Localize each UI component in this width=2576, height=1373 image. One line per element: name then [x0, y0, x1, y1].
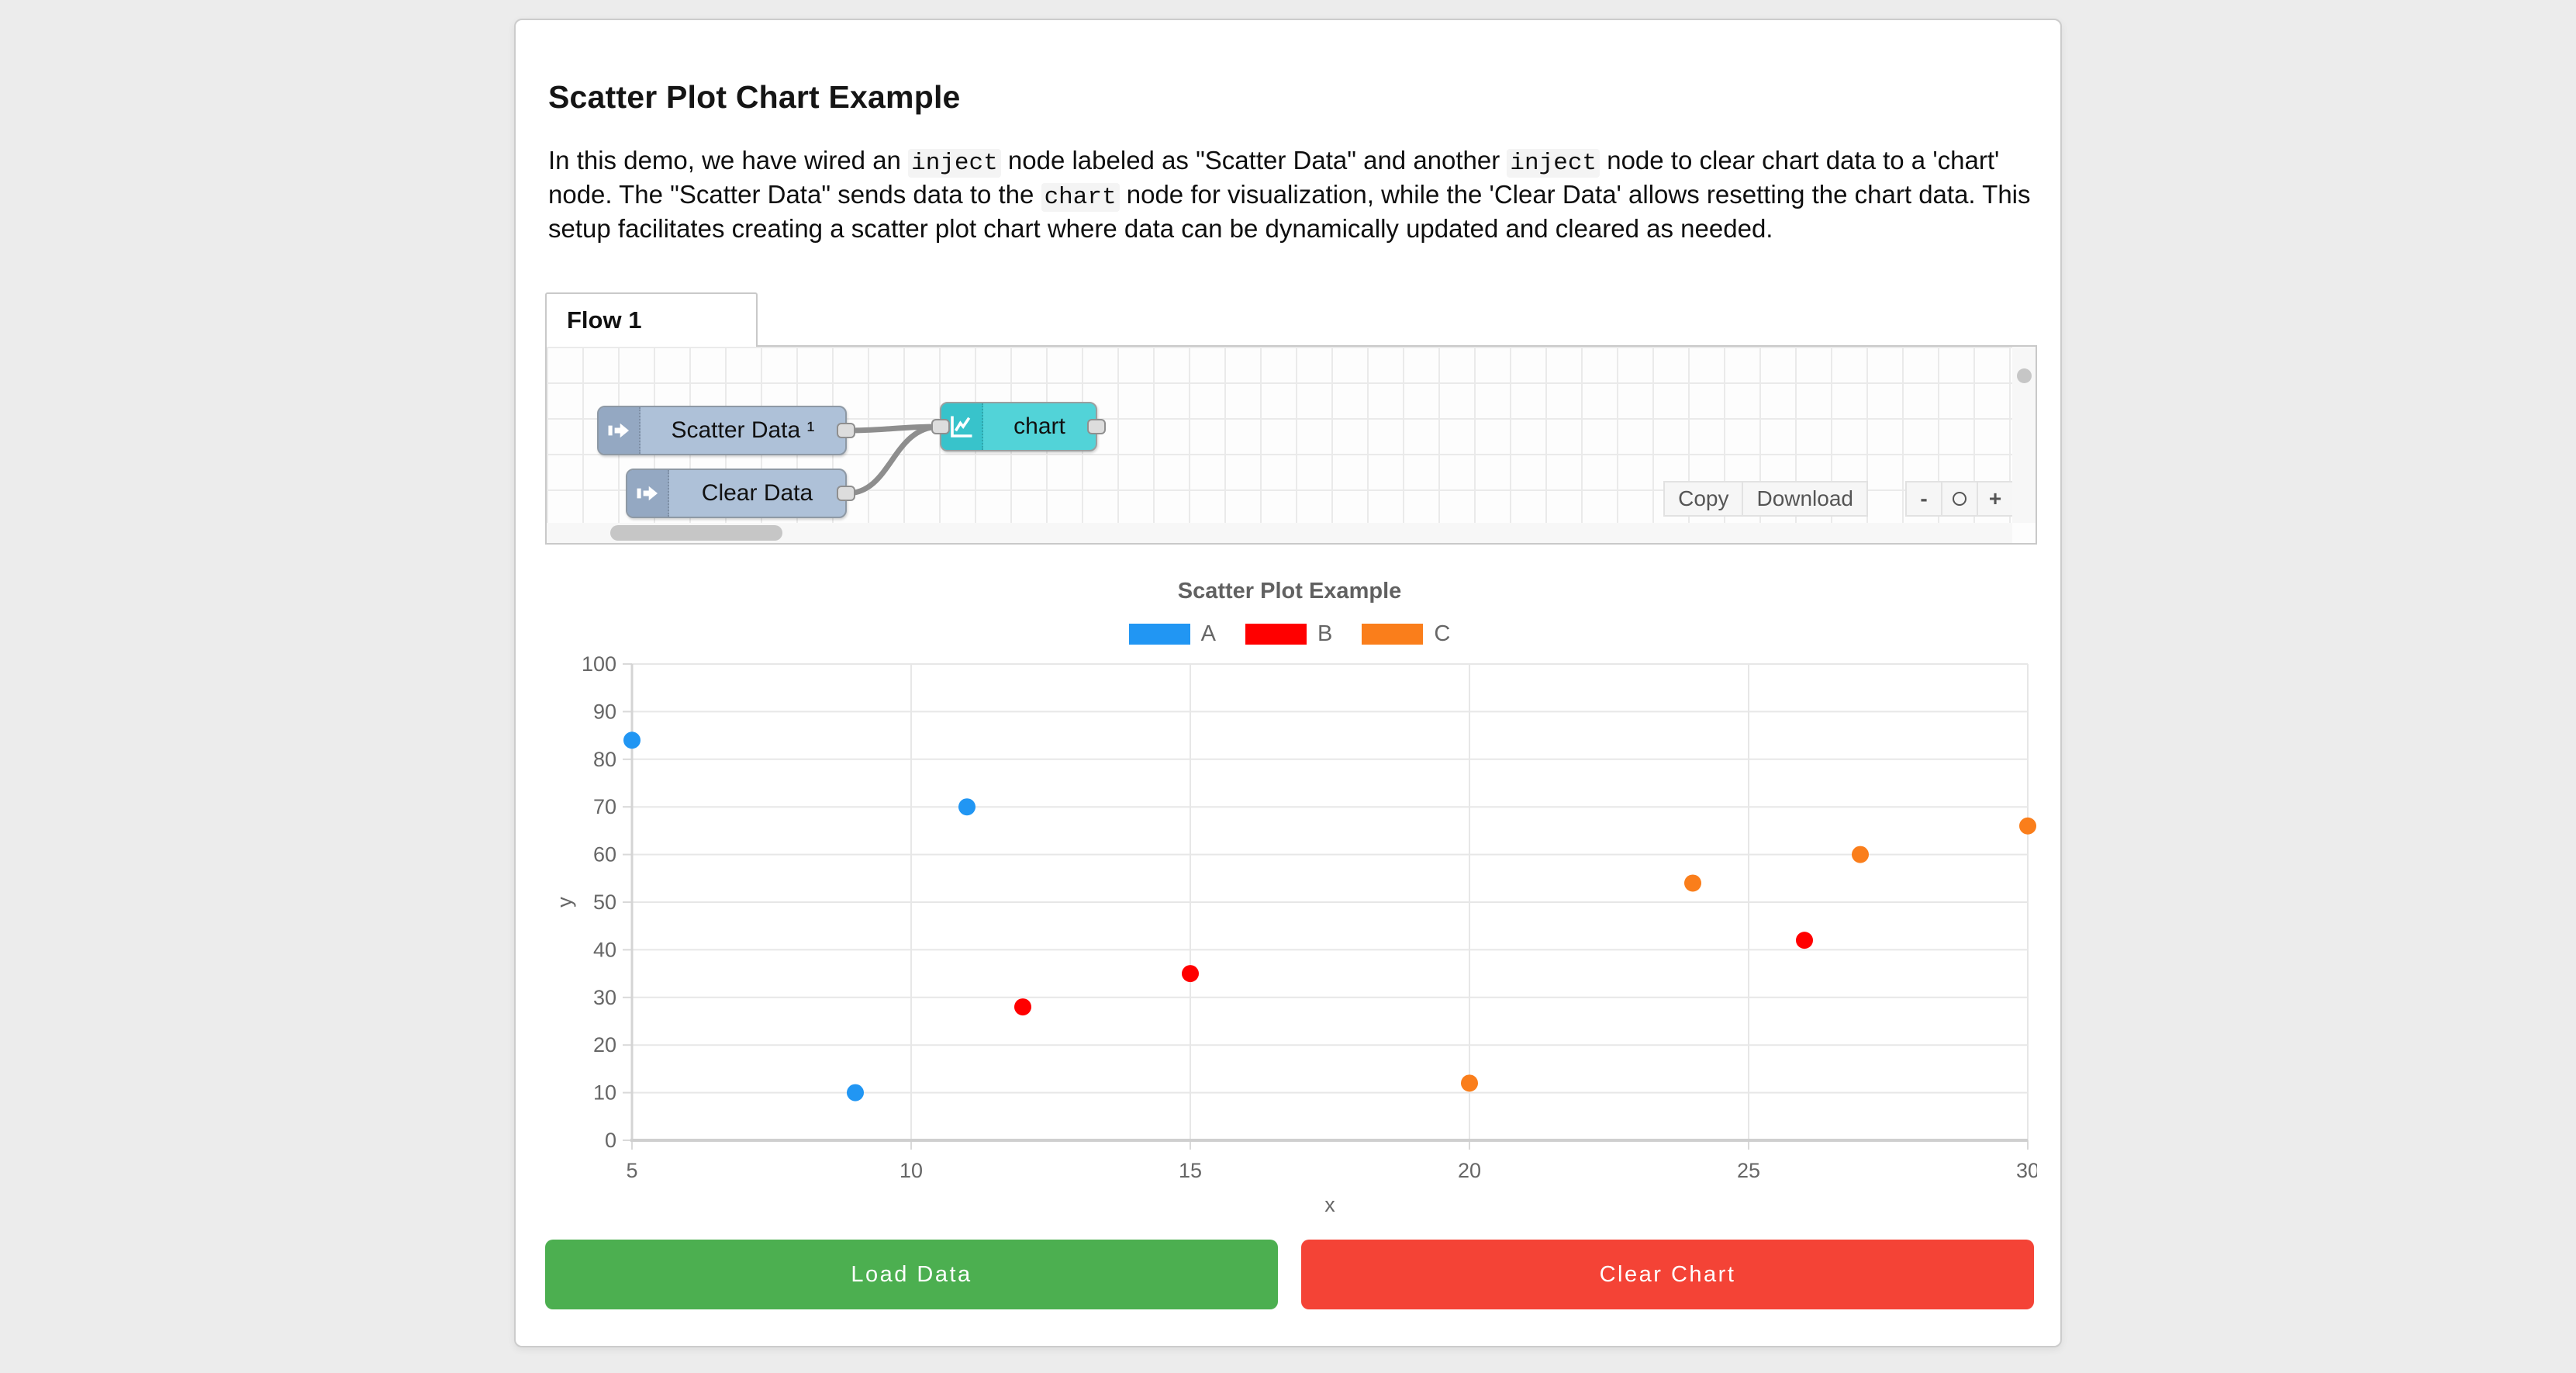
legend-swatch [1128, 624, 1190, 645]
legend-item-C[interactable]: C [1362, 621, 1450, 647]
inject-icon [627, 470, 669, 517]
legend-label: B [1317, 621, 1333, 646]
scatter-plot: 5 10 15 20 25 30 0 10 20 30 40 50 60 70 80 90 100 x y [553, 652, 2037, 1216]
scatter-chart: Scatter Plot Example A B C 5 10 15 20 25 30 0 10 2… [545, 579, 2037, 1218]
intro-paragraph: In this demo, we have wired an inject no… [548, 146, 2031, 243]
svg-text:20: 20 [593, 1033, 616, 1057]
legend-label: C [1434, 621, 1451, 646]
flow-wires [844, 424, 943, 496]
load-data-button[interactable]: Load Data [545, 1240, 1278, 1309]
svg-text:10: 10 [593, 1081, 616, 1105]
data-point [958, 798, 975, 816]
zoom-reset-button[interactable] [1941, 481, 1978, 517]
page-card: Scatter Plot Chart Example In this demo,… [514, 19, 2062, 1347]
svg-text:70: 70 [593, 795, 616, 818]
chart-legend: A B C [545, 621, 2034, 647]
svg-text:30: 30 [2016, 1159, 2037, 1182]
clear-chart-button[interactable]: Clear Chart [1301, 1240, 2034, 1309]
legend-swatch [1362, 624, 1424, 645]
svg-text:40: 40 [593, 938, 616, 961]
svg-text:5: 5 [626, 1159, 637, 1182]
data-point [1461, 1074, 1478, 1092]
inject-icon [599, 407, 641, 454]
node-label: Clear Data [701, 480, 813, 506]
output-port[interactable] [1087, 419, 1106, 434]
page-title: Scatter Plot Chart Example [548, 79, 961, 115]
legend-swatch [1245, 624, 1307, 645]
data-point [847, 1084, 864, 1102]
svg-text:30: 30 [593, 986, 616, 1009]
legend-item-A[interactable]: A [1128, 621, 1217, 647]
legend-item-B[interactable]: B [1245, 621, 1332, 647]
zoom-reset-icon [1953, 492, 1967, 506]
node-scatter-data[interactable]: Scatter Data ¹ [597, 406, 855, 455]
download-button[interactable]: Download [1742, 481, 1868, 517]
data-point [623, 731, 641, 749]
svg-text:60: 60 [593, 843, 616, 866]
input-port[interactable] [931, 419, 950, 434]
series-C-points [1461, 817, 2036, 1092]
svg-text:50: 50 [593, 891, 616, 914]
data-point [1684, 874, 1701, 892]
flow-tab-label: Flow 1 [567, 306, 642, 334]
flow-editor: Flow 1 Scatter Data ¹ [545, 292, 2037, 545]
wire-clear-to-chart [844, 424, 943, 496]
node-label: Scatter Data ¹ [671, 417, 815, 443]
svg-text:20: 20 [1458, 1159, 1481, 1182]
svg-text:15: 15 [1179, 1159, 1202, 1182]
vertical-scrollbar[interactable] [2012, 347, 2036, 523]
svg-text:25: 25 [1737, 1159, 1760, 1182]
node-chart[interactable]: chart [931, 402, 1106, 451]
series-B-points [1014, 932, 1813, 1016]
svg-text:10: 10 [900, 1159, 923, 1182]
y-axis-title: y [553, 897, 576, 908]
vertical-scrollbar-thumb[interactable] [2017, 368, 2032, 383]
zoom-out-button[interactable]: - [1905, 481, 1942, 517]
node-clear-data[interactable]: Clear Data [626, 469, 855, 518]
svg-text:80: 80 [593, 748, 616, 771]
chart-title: Scatter Plot Example [1177, 579, 1402, 603]
legend-label: A [1200, 621, 1217, 646]
data-point [1852, 846, 1869, 863]
data-point [2019, 817, 2036, 835]
horizontal-scrollbar[interactable] [547, 523, 2012, 543]
tab-flow-1[interactable]: Flow 1 [545, 292, 758, 347]
data-point [1014, 998, 1031, 1016]
svg-text:90: 90 [593, 700, 616, 723]
svg-text:0: 0 [605, 1129, 616, 1152]
node-label: chart [1013, 413, 1065, 439]
output-port[interactable] [837, 423, 855, 438]
series-A-points [623, 731, 975, 1102]
x-axis-title: x [1324, 1193, 1335, 1216]
zoom-in-button[interactable]: + [1977, 481, 2014, 517]
data-point [1796, 932, 1813, 949]
horizontal-scrollbar-thumb[interactable] [610, 525, 782, 541]
flow-canvas[interactable]: Scatter Data ¹ Clear Data [545, 345, 2037, 545]
svg-text:100: 100 [582, 652, 616, 676]
copy-button[interactable]: Copy [1663, 481, 1744, 517]
output-port[interactable] [837, 486, 855, 501]
data-point [1182, 965, 1199, 983]
